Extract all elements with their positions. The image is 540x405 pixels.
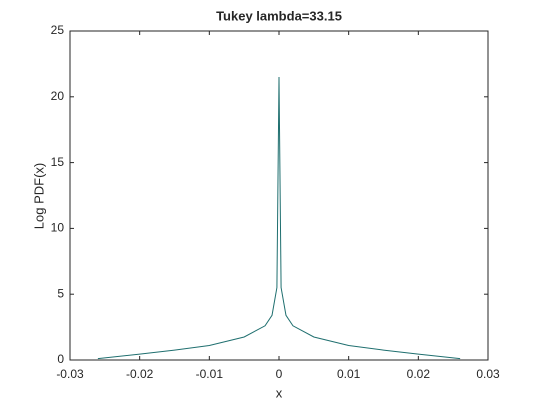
x-tick-label: -0.01 (196, 367, 224, 381)
y-tick-label: 25 (51, 23, 65, 37)
y-tick-label: 20 (51, 89, 65, 103)
x-tick-label: -0.03 (56, 367, 84, 381)
chart-title: Tukey lambda=33.15 (216, 8, 342, 23)
x-tick-label: 0.02 (407, 367, 431, 381)
y-axis-label: Log PDF(x) (31, 163, 46, 229)
y-tick-label: 15 (51, 155, 65, 169)
data-line (97, 77, 461, 360)
x-tick-label: 0 (276, 367, 283, 381)
x-tick-label: 0.03 (476, 367, 500, 381)
x-tick-label: -0.02 (126, 367, 154, 381)
y-tick-label: 5 (57, 286, 64, 300)
x-axis-label: x (276, 385, 283, 400)
x-tick-label: 0.01 (337, 367, 361, 381)
y-tick-label: 0 (57, 352, 64, 366)
y-tick-label: 10 (51, 221, 65, 235)
